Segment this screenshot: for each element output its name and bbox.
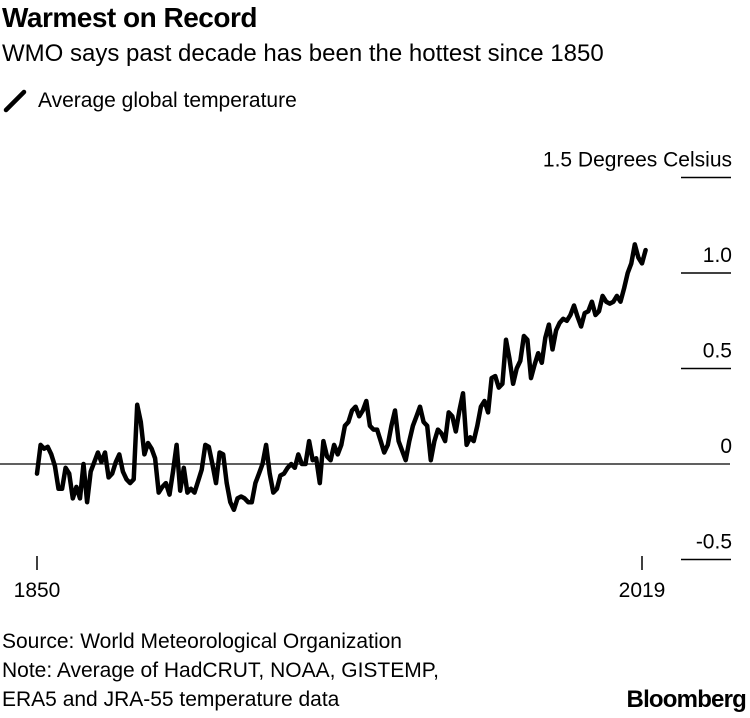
legend: Average global temperature [2,88,297,114]
x-tick-label: 2019 [619,579,666,602]
y-tick-label: 1.5 Degrees Celsius [543,149,732,172]
data-note-line-2: ERA5 and JRA-55 temperature data [2,688,340,711]
y-tick-label: -0.5 [696,531,732,554]
temperature-line [34,242,648,513]
chart-subtitle: WMO says past decade has been the hottes… [2,40,604,67]
x-tick-label: 1850 [14,579,61,602]
y-tick-label: 1.0 [703,244,732,267]
source-note: Source: World Meteorological Organizatio… [2,630,402,653]
legend-label: Average global temperature [38,89,297,112]
chart-title: Warmest on Record [2,2,257,33]
legend-line-icon [3,89,27,113]
y-tick-label: 0 [720,435,732,458]
line-chart: -0.5 0 0.5 1.0 1.5 Degrees Celsius 1850 2019 [0,149,732,602]
bloomberg-logo: Bloomberg [626,686,747,713]
data-note-line-1: Note: Average of HadCRUT, NOAA, GISTEMP, [2,659,439,682]
y-tick-label: 0.5 [703,340,732,363]
chart-footer: Source: World Meteorological Organizatio… [2,627,439,714]
